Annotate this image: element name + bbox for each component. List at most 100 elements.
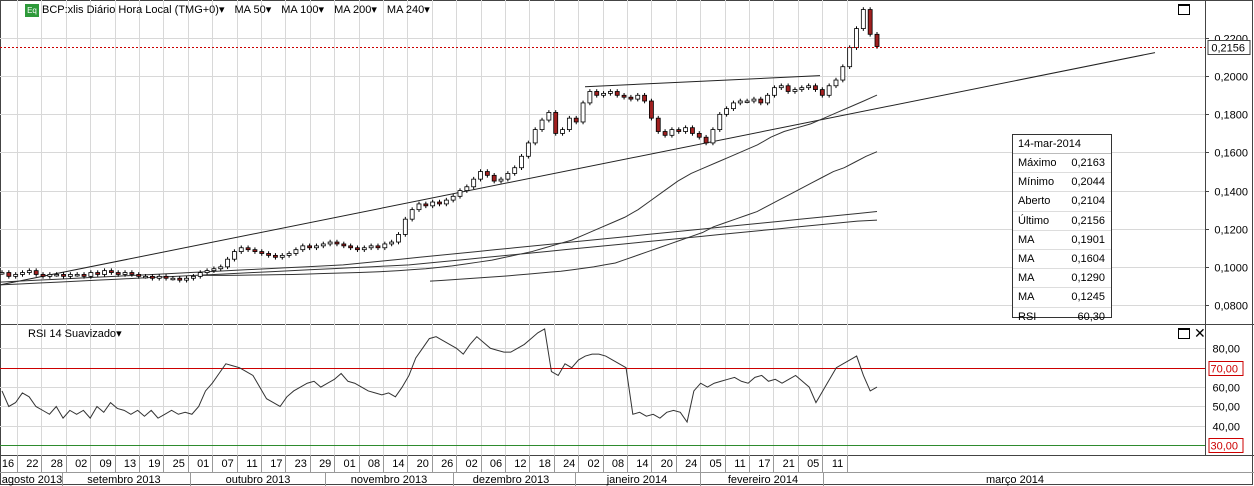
last-price-label: 0,2156 bbox=[1211, 43, 1245, 55]
candle-body bbox=[382, 243, 388, 249]
candle-body bbox=[601, 92, 606, 96]
candle-body bbox=[854, 28, 859, 49]
chart-header: BCP:xlis Diário Hora Local (TMG+0)▾ MA 5… bbox=[42, 3, 430, 16]
candle-body bbox=[519, 155, 524, 169]
candle-body bbox=[573, 117, 579, 123]
candle-body bbox=[655, 117, 661, 132]
ma50-menu[interactable]: MA 50▾ bbox=[234, 4, 272, 16]
close-rsi-pane-icon[interactable]: ✕ bbox=[1194, 325, 1206, 341]
candle-body bbox=[26, 270, 32, 273]
price-tick-label: 0,2000 bbox=[1214, 72, 1248, 84]
candle-body bbox=[669, 129, 675, 136]
maximize-rsi-pane-icon[interactable] bbox=[1178, 328, 1190, 339]
candle-body bbox=[703, 136, 709, 144]
x-month-label: dezembro 2013 bbox=[473, 474, 549, 486]
candle-body bbox=[826, 85, 832, 96]
x-day-label: 11 bbox=[246, 458, 257, 470]
candle-body bbox=[81, 274, 87, 277]
instrument-title[interactable]: BCP:xlis Diário Hora Local (TMG+0)▾ bbox=[42, 4, 225, 16]
candle-body bbox=[635, 94, 641, 100]
candle-body bbox=[464, 186, 470, 191]
x-day-label: 17 bbox=[270, 458, 282, 470]
x-day-label: 02 bbox=[465, 458, 477, 470]
ma240-menu[interactable]: MA 240▾ bbox=[386, 4, 430, 16]
x-day-label: 14 bbox=[392, 458, 404, 470]
candle-body bbox=[368, 245, 374, 249]
ma100-menu[interactable]: MA 100▾ bbox=[281, 4, 325, 16]
candle-body bbox=[108, 270, 114, 273]
candle-body bbox=[580, 102, 586, 123]
candle-body bbox=[539, 119, 545, 130]
candle-body bbox=[204, 270, 210, 273]
candle-body bbox=[259, 251, 265, 254]
ma200-menu[interactable]: MA 200▾ bbox=[334, 4, 377, 16]
tooltip-row-max: Máximo 0,2163 bbox=[1013, 154, 1111, 174]
candle-body bbox=[20, 272, 25, 275]
candle-body bbox=[607, 91, 613, 94]
x-day-label: 05 bbox=[709, 458, 721, 470]
candle-body bbox=[819, 89, 825, 96]
x-day-label: 28 bbox=[51, 458, 63, 470]
candle-body bbox=[225, 258, 230, 268]
candle-body bbox=[266, 253, 272, 256]
candle-body bbox=[450, 195, 456, 201]
x-day-label: 06 bbox=[490, 458, 502, 470]
candle-body bbox=[300, 245, 306, 251]
x-day-label: 24 bbox=[685, 458, 697, 470]
candle-body bbox=[279, 254, 285, 258]
candle-body bbox=[833, 79, 839, 87]
candle-body bbox=[553, 112, 559, 134]
price-tick-label: 0,1600 bbox=[1214, 148, 1248, 160]
price-tick-label: 0,1400 bbox=[1214, 187, 1248, 199]
candle-body bbox=[498, 178, 504, 182]
candle-body bbox=[847, 47, 853, 68]
candle-body bbox=[744, 100, 750, 103]
candle-body bbox=[457, 190, 463, 197]
eq-badge[interactable]: Eq bbox=[25, 4, 39, 17]
tooltip-row-min: Mínimo 0,2044 bbox=[1013, 173, 1111, 193]
x-month-label: agosto 2013 bbox=[2, 474, 63, 486]
candle-body bbox=[341, 243, 347, 247]
candle-body bbox=[491, 174, 497, 182]
candle-body bbox=[546, 112, 552, 121]
candle-body bbox=[375, 245, 381, 249]
rsi-header[interactable]: RSI 14 Suavizado▾ bbox=[28, 328, 122, 340]
maximize-price-pane-icon[interactable] bbox=[1178, 4, 1190, 15]
last-price-tag bbox=[1207, 40, 1251, 55]
candle-body bbox=[594, 91, 600, 96]
candle-body bbox=[621, 94, 627, 98]
candle-body bbox=[628, 96, 634, 100]
ma-line-1 bbox=[200, 94, 878, 276]
candle-body bbox=[102, 270, 107, 275]
tooltip-row-ma1: MA 0,1901 bbox=[1013, 231, 1111, 250]
candle-body bbox=[724, 108, 730, 115]
x-month-label: outubro 2013 bbox=[226, 474, 291, 486]
candle-body bbox=[211, 268, 217, 272]
candle-body bbox=[484, 171, 490, 176]
candle-body bbox=[54, 274, 60, 277]
x-day-label: 07 bbox=[221, 458, 233, 470]
candle-body bbox=[156, 275, 162, 279]
candle-body bbox=[717, 113, 723, 131]
candle-body bbox=[683, 127, 688, 132]
x-month-label: fevereiro 2014 bbox=[728, 474, 798, 486]
x-day-label: 14 bbox=[636, 458, 648, 470]
candle-body bbox=[532, 129, 538, 144]
x-day-label: 01 bbox=[197, 458, 209, 470]
candle-body bbox=[614, 91, 620, 96]
candle-body bbox=[758, 98, 764, 104]
candle-body bbox=[293, 249, 299, 254]
candle-body bbox=[0, 272, 5, 275]
x-day-label: 20 bbox=[417, 458, 429, 470]
x-day-label: 09 bbox=[99, 458, 111, 470]
candle-body bbox=[566, 117, 572, 130]
price-tick-label: 0,1200 bbox=[1214, 225, 1248, 237]
x-day-label: 16 bbox=[2, 458, 14, 470]
rsi-upper-label: 70,00 bbox=[1210, 364, 1238, 376]
candle-body bbox=[177, 277, 183, 281]
candle-body bbox=[129, 272, 135, 275]
candle-body bbox=[512, 167, 518, 174]
candle-body bbox=[792, 89, 798, 92]
candle-body bbox=[163, 275, 169, 279]
